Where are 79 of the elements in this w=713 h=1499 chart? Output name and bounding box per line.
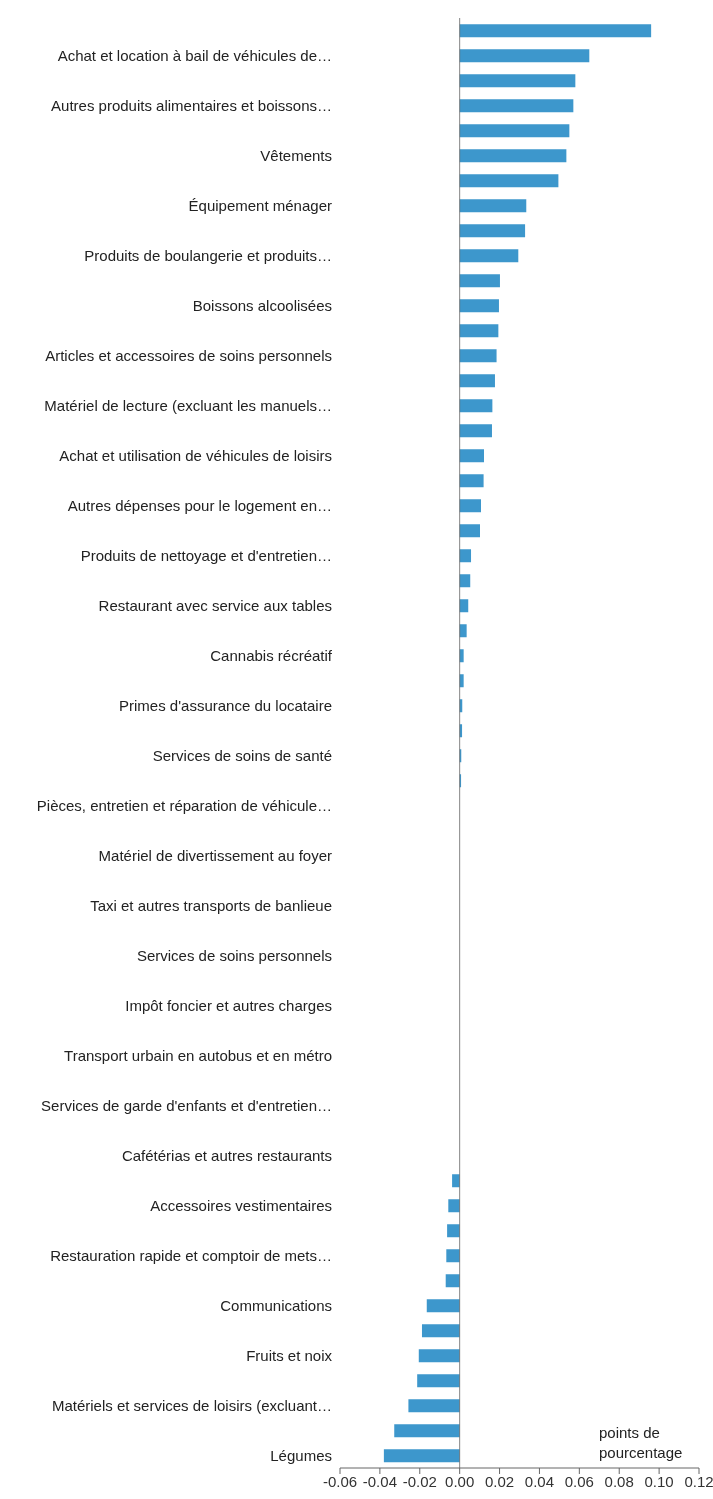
y-tick-label: Matériels et services de loisirs (excluant… bbox=[51, 1396, 332, 1414]
bar bbox=[421, 1324, 460, 1338]
y-tick-label: Vêtements bbox=[260, 146, 332, 164]
y-tick-label: Services de soins personnels bbox=[136, 946, 332, 964]
bar bbox=[459, 549, 472, 563]
bar bbox=[459, 574, 471, 588]
x-tick-label: 0.00 bbox=[445, 1472, 475, 1490]
bar bbox=[459, 249, 519, 263]
y-tick-label: Équipement ménager bbox=[188, 196, 332, 214]
y-tick-label: Impôt foncier et autres charges bbox=[125, 996, 332, 1014]
bar bbox=[459, 649, 464, 663]
x-axis-title: points de pourcentage bbox=[599, 1424, 683, 1461]
y-tick-label: Accessoires vestimentaires bbox=[150, 1196, 332, 1214]
y-tick-label: Autres produits alimentaires et boissons… bbox=[51, 96, 332, 114]
y-tick-label: Légumes bbox=[270, 1446, 332, 1464]
y-tick-label: Communications bbox=[220, 1296, 332, 1314]
x-tick-label: 0.04 bbox=[524, 1472, 555, 1490]
bar bbox=[459, 624, 467, 638]
y-tick-label: Fruits et noix bbox=[246, 1346, 333, 1364]
y-tick-label: Autres dépenses pour le logement en… bbox=[67, 496, 332, 514]
bar bbox=[459, 24, 652, 38]
bar bbox=[459, 524, 481, 538]
y-tick-label: Matériel de divertissement au foyer bbox=[98, 846, 332, 864]
bar bbox=[447, 1224, 460, 1238]
y-tick-label: Cafétérias et autres restaurants bbox=[121, 1146, 332, 1164]
x-tick-label: -0.02 bbox=[402, 1472, 437, 1490]
y-tick-label: Services de soins de santé bbox=[152, 746, 332, 764]
bar bbox=[459, 224, 526, 238]
bar bbox=[459, 474, 484, 488]
y-tick-label: Restauration rapide et comptoir de mets… bbox=[50, 1246, 332, 1264]
y-tick-label: Boissons alcoolisées bbox=[192, 296, 332, 314]
y-tick-label: Taxi et autres transports de banlieue bbox=[90, 896, 332, 914]
y-tick-label: Achat et utilisation de véhicules de loisirs bbox=[59, 446, 332, 464]
y-tick-label: Articles et accessoires de soins personnels bbox=[45, 346, 332, 364]
bar bbox=[445, 1274, 460, 1288]
x-tick-label: 0.06 bbox=[564, 1472, 594, 1490]
y-tick-label: Transport urbain en autobus et en métro bbox=[64, 1046, 332, 1064]
bar bbox=[459, 99, 574, 113]
x-tick-label: 0.02 bbox=[484, 1472, 515, 1490]
bar bbox=[459, 149, 567, 163]
bar bbox=[446, 1249, 460, 1263]
y-tick-label: Produits de nettoyage et d'entretien… bbox=[80, 546, 332, 564]
x-tick-label: 0.10 bbox=[644, 1472, 674, 1490]
x-tick-label: -0.04 bbox=[362, 1472, 397, 1490]
y-tick-label: Pièces, entretien et réparation de véhicule… bbox=[36, 796, 332, 814]
y-tick-label: Services de garde d'enfants et d'entretien… bbox=[41, 1096, 332, 1114]
bar bbox=[459, 424, 492, 438]
bar bbox=[459, 674, 464, 688]
bar bbox=[383, 1449, 460, 1463]
bar bbox=[459, 299, 499, 313]
bar bbox=[459, 599, 469, 613]
bar bbox=[459, 174, 559, 188]
y-tick-label: Produits de boulangerie et produits… bbox=[84, 246, 332, 264]
x-tick-label: -0.06 bbox=[322, 1472, 358, 1490]
bar bbox=[459, 49, 590, 63]
y-tick-label: Cannabis récréatif bbox=[210, 646, 333, 664]
bar bbox=[459, 199, 527, 213]
bar bbox=[459, 499, 482, 513]
bar bbox=[459, 349, 497, 363]
y-tick-label: Primes d'assurance du locataire bbox=[119, 696, 332, 714]
bar bbox=[459, 124, 570, 138]
bar bbox=[459, 74, 576, 88]
bar bbox=[459, 274, 500, 288]
x-tick-label: 0.12 bbox=[684, 1472, 713, 1490]
y-tick-label: Restaurant avec service aux tables bbox=[98, 596, 332, 614]
bar bbox=[459, 324, 499, 338]
bar bbox=[459, 449, 484, 463]
bar bbox=[426, 1299, 460, 1313]
bar bbox=[459, 399, 493, 413]
bar bbox=[448, 1199, 460, 1213]
x-tick-label: 0.08 bbox=[604, 1472, 634, 1490]
bar bbox=[408, 1399, 460, 1413]
bar bbox=[452, 1174, 460, 1188]
y-tick-label: Matériel de lecture (excluant les manuels… bbox=[44, 396, 332, 414]
bar bbox=[394, 1424, 460, 1438]
bar bbox=[459, 374, 495, 388]
bar bbox=[417, 1374, 460, 1388]
y-tick-label: Achat et location à bail de véhicules de… bbox=[57, 46, 332, 64]
bar bbox=[418, 1349, 460, 1363]
